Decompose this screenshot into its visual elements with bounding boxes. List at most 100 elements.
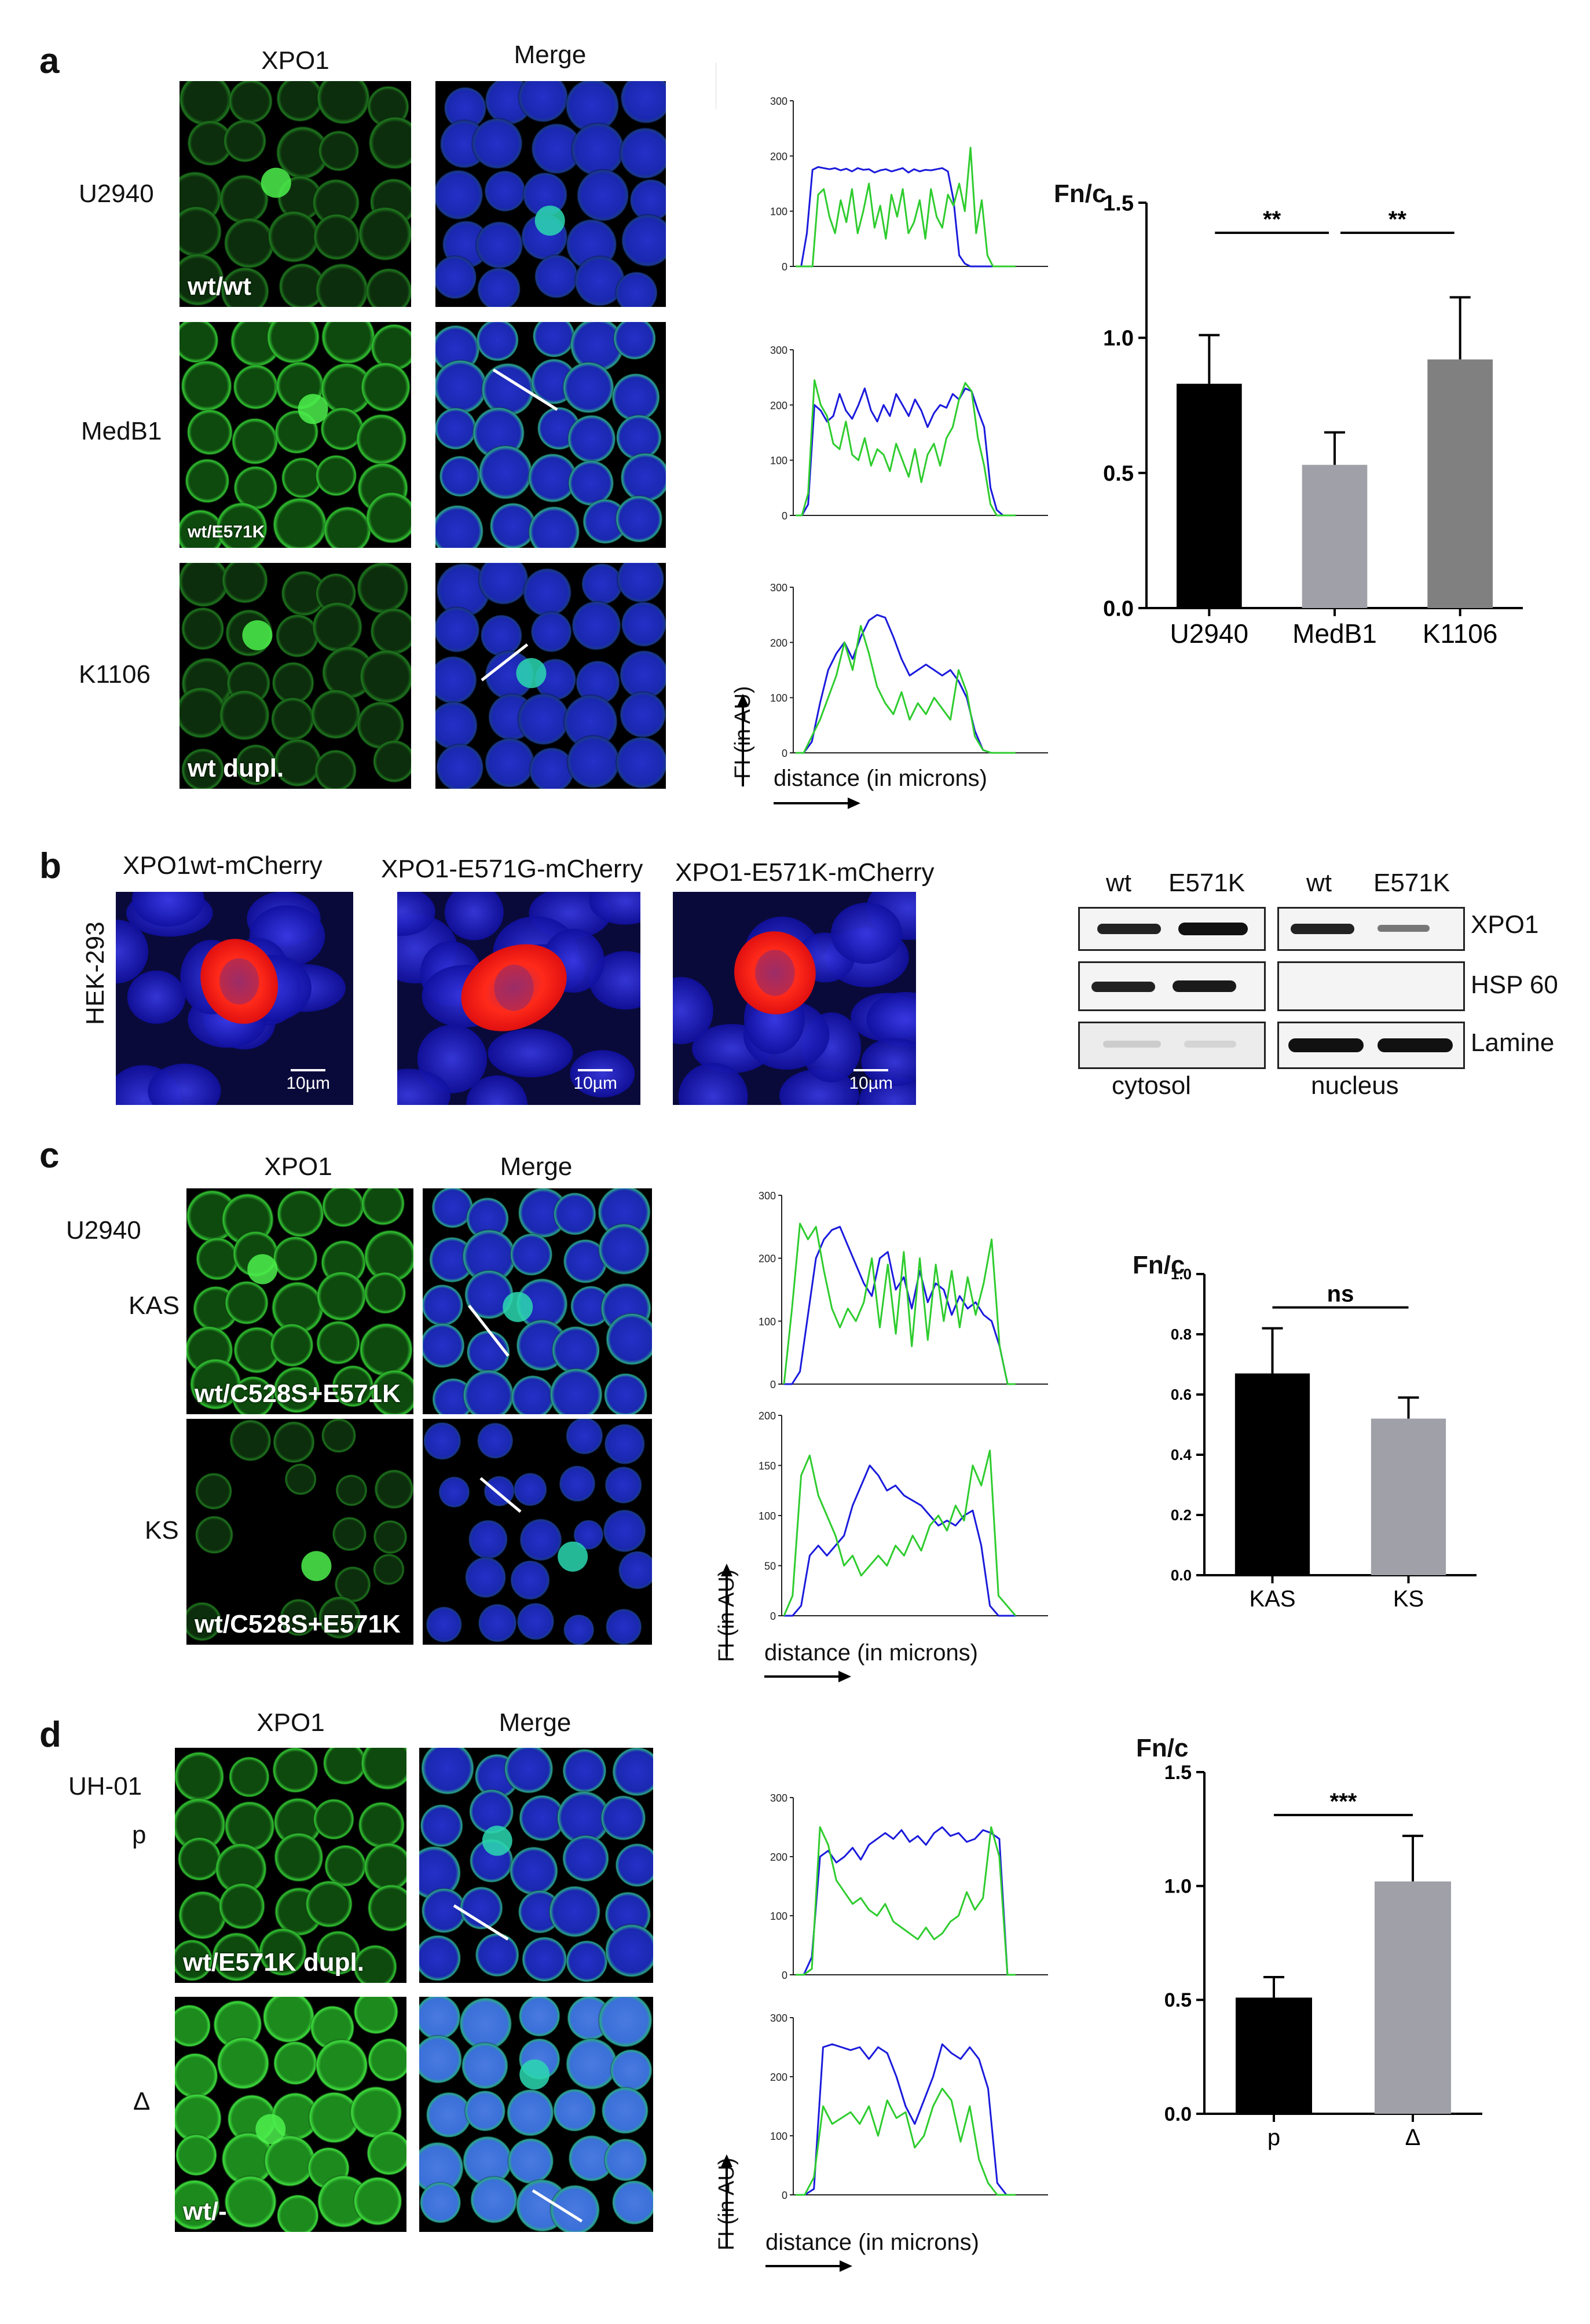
blot-nucleus-xpo1 bbox=[1277, 907, 1465, 951]
genotype-tag: wt/C528S+E571K bbox=[195, 1610, 401, 1638]
y-tick-label: 0.0 bbox=[1171, 1567, 1192, 1584]
y-tick-label: 0.4 bbox=[1171, 1446, 1192, 1463]
panel-letter-d: d bbox=[39, 1715, 61, 1755]
col-header-merge: Merge bbox=[514, 41, 587, 69]
bar-1 bbox=[1371, 1418, 1446, 1575]
row-label: KS bbox=[145, 1516, 179, 1545]
cell-line-label: UH-01 bbox=[68, 1772, 142, 1800]
row-label: Δ bbox=[133, 2087, 151, 2116]
y-tick-label: 200 bbox=[759, 1253, 776, 1265]
y-tick-label: 0.5 bbox=[1103, 462, 1134, 486]
line-profile-chart: 0 100 200 300 bbox=[770, 2012, 1048, 2201]
protein-label: XPO1 bbox=[1471, 910, 1539, 939]
profile-x-label: distance (in microns) bbox=[774, 766, 988, 791]
y-tick-label: 300 bbox=[770, 2012, 787, 2024]
lane-label: wt bbox=[1106, 869, 1131, 897]
y-tick-label: 0 bbox=[782, 261, 787, 273]
cell-field bbox=[175, 1997, 406, 2232]
y-tick-label: 0.2 bbox=[1171, 1506, 1192, 1524]
cell-field bbox=[435, 563, 666, 789]
micrograph-xpo1: wt/wt bbox=[179, 81, 411, 307]
micrograph-mcherry: 10µm bbox=[673, 892, 916, 1105]
y-arrow-icon bbox=[737, 694, 749, 786]
y-tick-label: 0.8 bbox=[1171, 1326, 1192, 1343]
y-arrow-icon bbox=[721, 1564, 732, 1656]
line-profile-chart: 0 100 200 300 bbox=[770, 345, 1048, 522]
micrograph-mcherry: 10µm bbox=[116, 892, 353, 1105]
profile-series-1 bbox=[796, 2087, 1016, 2196]
y-tick-label: 0 bbox=[782, 748, 787, 759]
cell-field bbox=[179, 322, 411, 548]
lane-label: wt bbox=[1306, 869, 1332, 897]
x-tick-label: MedB1 bbox=[1292, 618, 1377, 649]
bar-y-label: Fn/c bbox=[1136, 1734, 1189, 1762]
micrograph-merge bbox=[419, 1997, 653, 2232]
panel-letter-b: b bbox=[39, 846, 61, 886]
profile-series-0 bbox=[796, 387, 1016, 517]
line-profile-chart: 0 50 100 150 200 bbox=[759, 1410, 1048, 1622]
y-tick-label: 200 bbox=[770, 1851, 787, 1863]
significance-label: ** bbox=[1263, 207, 1281, 232]
genotype-tag: wt/- bbox=[183, 2197, 227, 2226]
y-tick-label: 100 bbox=[759, 1316, 776, 1327]
line-profile-chart: 0 100 200 300 bbox=[759, 1190, 1048, 1390]
profile-series-0 bbox=[796, 614, 1016, 754]
profile-series-0 bbox=[796, 166, 1016, 268]
cell-field bbox=[419, 1748, 653, 1983]
significance-label: ** bbox=[1388, 207, 1407, 232]
x-tick-label: KS bbox=[1393, 1586, 1424, 1612]
line-profile-chart: 0 100 200 300 bbox=[770, 1792, 1048, 1981]
image-title: XPO1-E571K-mCherry bbox=[675, 858, 935, 887]
cell-field bbox=[179, 563, 411, 789]
micrograph-merge bbox=[423, 1419, 652, 1645]
profile-x-label: distance (in microns) bbox=[764, 1640, 979, 1666]
scale-bar: 10µm bbox=[573, 1069, 617, 1093]
micrograph-xpo1: wt/E571K bbox=[179, 322, 411, 548]
genotype-tag: wt dupl. bbox=[188, 754, 284, 782]
micrograph-xpo1: wt dupl. bbox=[179, 563, 411, 789]
y-tick-label: 300 bbox=[759, 1190, 776, 1202]
genotype-tag: wt/E571K bbox=[188, 522, 265, 541]
bar-1 bbox=[1302, 464, 1368, 608]
micrograph-xpo1: wt/E571K dupl. bbox=[175, 1748, 406, 1983]
bar-chart: 0.0 0.5 1.0 1.5 U2940 MedB1 K1106 ** ** bbox=[1103, 191, 1523, 649]
lane-label: E571K bbox=[1373, 869, 1450, 897]
y-tick-label: 0 bbox=[770, 1379, 776, 1390]
x-tick-label: p bbox=[1267, 2125, 1280, 2150]
cell-field bbox=[673, 892, 916, 1105]
x-arrow-icon bbox=[765, 2260, 852, 2272]
y-tick-label: 50 bbox=[764, 1561, 776, 1572]
x-tick-label: U2940 bbox=[1170, 618, 1249, 649]
genotype-tag: wt/wt bbox=[188, 272, 251, 301]
y-tick-label: 100 bbox=[770, 2131, 787, 2142]
profile-series-0 bbox=[796, 1826, 1016, 1976]
y-tick-label: 0 bbox=[782, 1970, 787, 1981]
blot-cytosol-lamine bbox=[1078, 1022, 1266, 1069]
y-tick-label: 300 bbox=[770, 345, 787, 356]
y-tick-label: 1.5 bbox=[1103, 191, 1134, 215]
side-label: HEK-293 bbox=[81, 921, 109, 1025]
y-tick-label: 100 bbox=[770, 693, 787, 704]
y-tick-label: 200 bbox=[770, 400, 787, 411]
row-label: KAS bbox=[129, 1291, 180, 1320]
bar-0 bbox=[1234, 1373, 1310, 1575]
micrograph-merge bbox=[435, 322, 666, 548]
x-arrow-icon bbox=[774, 797, 860, 809]
cell-field bbox=[175, 1748, 406, 1983]
row-label: K1106 bbox=[79, 660, 151, 689]
y-tick-label: 0.0 bbox=[1164, 2103, 1192, 2125]
profile-x-label: distance (in microns) bbox=[765, 2230, 980, 2255]
cell-field bbox=[179, 81, 411, 307]
col-header-xpo1: XPO1 bbox=[257, 1708, 325, 1737]
line-profile-chart: 0 100 200 300 bbox=[770, 582, 1048, 759]
fraction-label: nucleus bbox=[1311, 1071, 1399, 1100]
cell-field bbox=[423, 1188, 652, 1414]
y-tick-label: 100 bbox=[770, 455, 787, 467]
y-tick-label: 0.5 bbox=[1164, 1989, 1192, 2011]
blot-nucleus-lamine bbox=[1277, 1022, 1465, 1069]
significance-label: ns bbox=[1327, 1282, 1354, 1307]
lane-label: E571K bbox=[1168, 869, 1245, 897]
col-header-xpo1: XPO1 bbox=[264, 1152, 332, 1181]
y-tick-label: 300 bbox=[770, 582, 787, 594]
micrograph-merge bbox=[419, 1748, 653, 1983]
